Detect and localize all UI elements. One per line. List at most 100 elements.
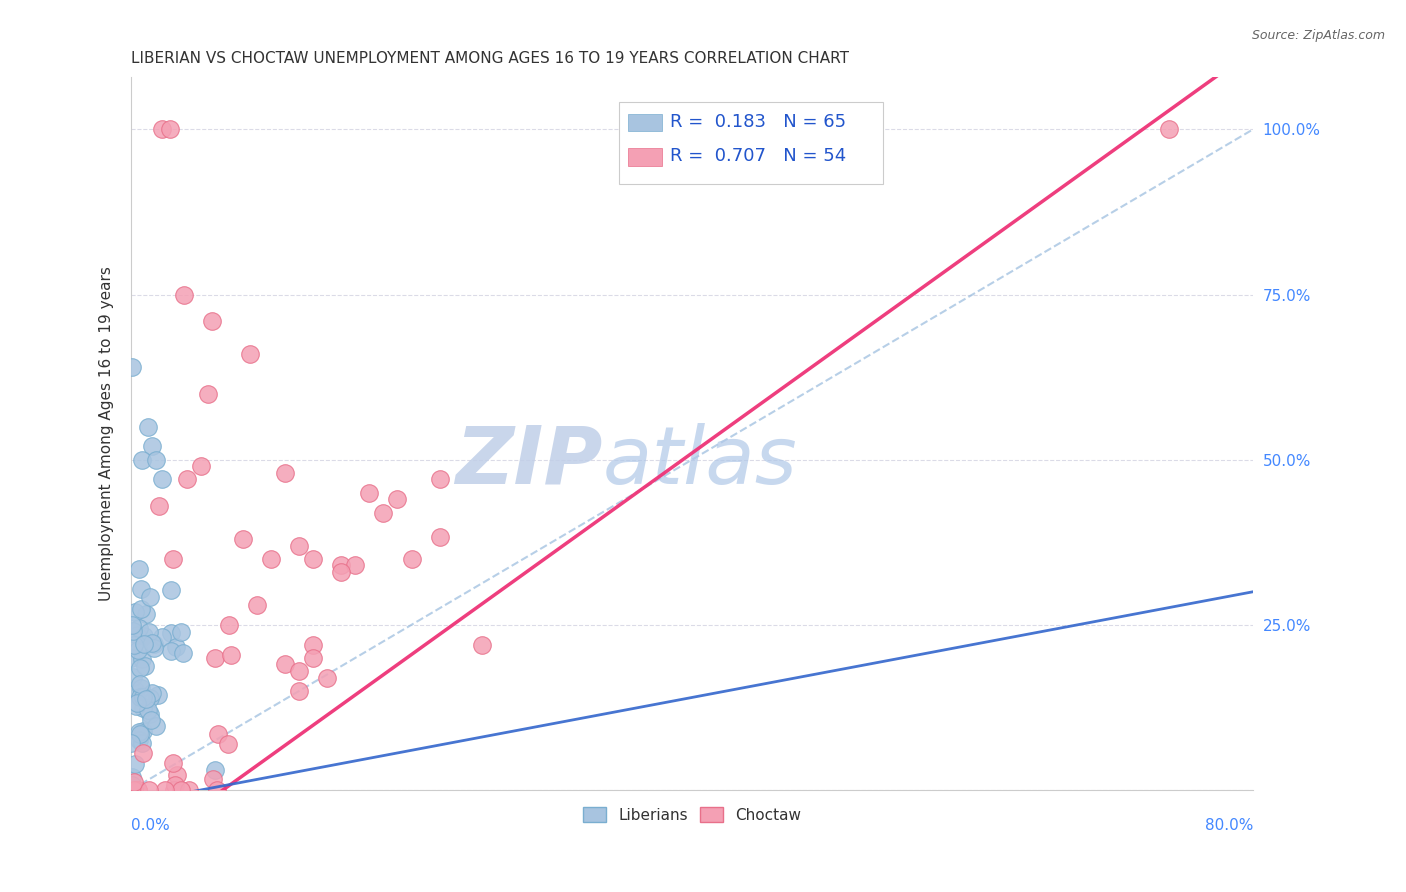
Point: [166, 768, 188, 782]
Point: [316, 671, 339, 685]
Point: [129, 582, 152, 596]
Point: [148, 688, 170, 702]
Point: [127, 696, 149, 710]
Point: [131, 690, 153, 704]
Point: [121, 618, 143, 632]
Point: [1157, 122, 1180, 136]
Point: [162, 756, 184, 771]
Point: [128, 621, 150, 635]
Point: [246, 598, 269, 612]
Point: [120, 736, 142, 750]
Point: [132, 701, 155, 715]
Point: [141, 440, 163, 454]
Point: [132, 637, 155, 651]
Point: [201, 314, 224, 328]
FancyBboxPatch shape: [628, 148, 662, 166]
Point: [330, 565, 353, 579]
Point: [135, 607, 157, 621]
Point: [197, 386, 219, 401]
Point: [131, 736, 153, 750]
Point: [132, 747, 155, 761]
Point: [122, 670, 145, 684]
Point: [170, 625, 193, 640]
Point: [217, 737, 239, 751]
Point: [134, 659, 156, 673]
Point: [124, 683, 146, 698]
Point: [302, 650, 325, 665]
Point: [150, 630, 173, 644]
Point: [131, 652, 153, 666]
Text: LIBERIAN VS CHOCTAW UNEMPLOYMENT AMONG AGES 16 TO 19 YEARS CORRELATION CHART: LIBERIAN VS CHOCTAW UNEMPLOYMENT AMONG A…: [131, 51, 849, 66]
Point: [141, 636, 163, 650]
Text: 80.0%: 80.0%: [1205, 819, 1253, 833]
Point: [124, 605, 146, 619]
Text: 0.0%: 0.0%: [131, 819, 170, 833]
Point: [207, 727, 229, 741]
Text: ZIP: ZIP: [456, 423, 602, 500]
FancyBboxPatch shape: [619, 102, 883, 184]
Point: [172, 646, 194, 660]
Point: [142, 640, 165, 655]
Point: [204, 650, 226, 665]
Point: [122, 783, 145, 797]
Point: [159, 122, 181, 136]
Point: [429, 530, 451, 544]
Point: [138, 624, 160, 639]
Point: [121, 779, 143, 793]
Point: [170, 783, 193, 797]
Point: [127, 783, 149, 797]
Point: [135, 692, 157, 706]
Point: [128, 725, 150, 739]
FancyBboxPatch shape: [628, 113, 662, 131]
Point: [176, 473, 198, 487]
Point: [239, 347, 262, 361]
Point: [471, 638, 494, 652]
Point: [129, 661, 152, 675]
Point: [179, 783, 201, 797]
Point: [160, 582, 183, 597]
Point: [134, 629, 156, 643]
Y-axis label: Unemployment Among Ages 16 to 19 years: Unemployment Among Ages 16 to 19 years: [100, 266, 114, 600]
Point: [124, 783, 146, 797]
Point: [124, 638, 146, 652]
Point: [129, 601, 152, 615]
Point: [127, 783, 149, 797]
Point: [143, 637, 166, 651]
Point: [131, 723, 153, 738]
Point: [260, 551, 283, 566]
Point: [288, 539, 311, 553]
Point: [162, 551, 184, 566]
Point: [129, 677, 152, 691]
Point: [205, 783, 228, 797]
Point: [124, 756, 146, 771]
Point: [131, 452, 153, 467]
Point: [190, 459, 212, 474]
Point: [218, 617, 240, 632]
Point: [121, 624, 143, 638]
Point: [129, 727, 152, 741]
Point: [163, 778, 186, 792]
Text: Source: ZipAtlas.com: Source: ZipAtlas.com: [1251, 29, 1385, 42]
Point: [401, 551, 423, 566]
Text: atlas: atlas: [602, 423, 797, 500]
Point: [330, 558, 353, 573]
Point: [132, 690, 155, 705]
Point: [125, 783, 148, 797]
Point: [150, 473, 173, 487]
Point: [121, 360, 143, 375]
Point: [141, 686, 163, 700]
Point: [122, 775, 145, 789]
Point: [153, 783, 176, 797]
Point: [139, 713, 162, 727]
Point: [202, 772, 225, 786]
Text: R =  0.183   N = 65: R = 0.183 N = 65: [669, 112, 845, 130]
Point: [127, 783, 149, 797]
Point: [136, 419, 159, 434]
Point: [274, 657, 297, 672]
Point: [121, 770, 143, 784]
Point: [302, 638, 325, 652]
Point: [429, 473, 451, 487]
Text: R =  0.707   N = 54: R = 0.707 N = 54: [669, 147, 846, 165]
Point: [219, 648, 242, 662]
Point: [150, 122, 173, 136]
